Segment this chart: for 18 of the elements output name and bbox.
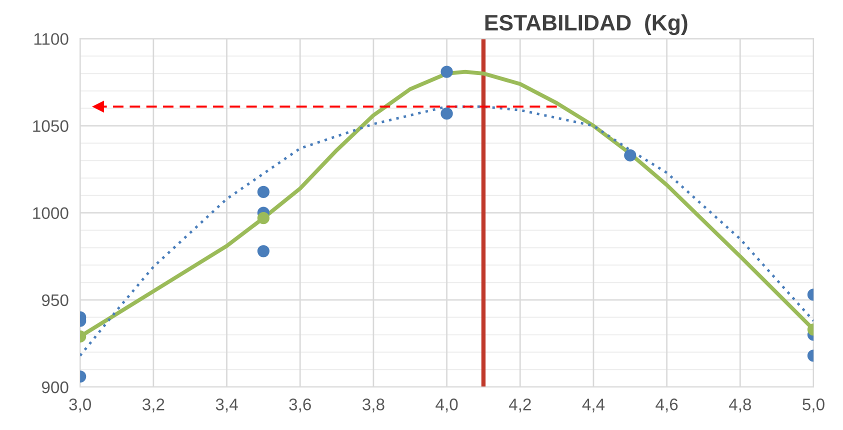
x-tick-label: 4,4 [582, 398, 605, 412]
y-tick-label: 1000 [33, 207, 68, 220]
x-tick-label: 5,0 [802, 398, 824, 412]
line-series [80, 105, 814, 357]
y-tick-label: 900 [42, 381, 68, 394]
chart-title: ESTABILIDAD (Kg) [485, 14, 688, 36]
x-tick-label: 3,0 [69, 398, 92, 412]
x-tick-label: 3,4 [216, 398, 238, 412]
x-tick-label: 4,8 [728, 398, 752, 412]
x-tick-label: 3,2 [142, 398, 164, 412]
x-tick-label: 4,2 [508, 398, 531, 412]
y-tick-label: 1050 [33, 120, 68, 132]
x-tick-label: 3,8 [362, 398, 384, 412]
x-tick-label: 4,0 [436, 398, 458, 412]
y-tick-label: 950 [42, 294, 68, 306]
x-tick-label: 4,6 [656, 398, 678, 412]
x-tick-label: 3,6 [289, 398, 311, 412]
y-tick-label: 1100 [34, 33, 68, 45]
